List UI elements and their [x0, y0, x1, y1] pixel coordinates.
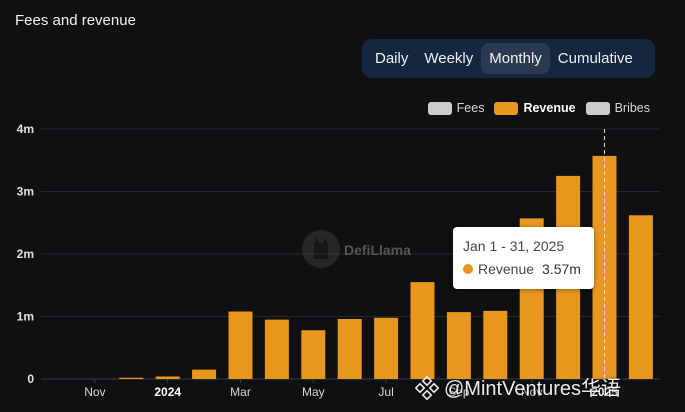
bar[interactable] — [592, 155, 617, 379]
bar[interactable] — [483, 310, 508, 379]
x-tick-label: Nov — [84, 385, 105, 399]
y-tick-label: 4m — [17, 122, 34, 136]
bar[interactable] — [337, 319, 362, 379]
y-tick-label: 3m — [17, 185, 34, 199]
bar[interactable] — [374, 317, 399, 379]
defillama-logo-icon — [302, 230, 340, 268]
tooltip: Jan 1 - 31, 2025 Revenue 3.57m — [453, 227, 594, 289]
bar[interactable] — [446, 312, 471, 379]
binance-diamond-icon — [415, 376, 439, 400]
x-tick-label: Nov — [521, 385, 542, 399]
x-tick-label: Jul — [378, 385, 393, 399]
tooltip-title: Jan 1 - 31, 2025 — [463, 238, 565, 254]
watermark-text: DefiLlama — [344, 242, 411, 258]
tab-monthly[interactable]: Monthly — [481, 43, 550, 74]
chart-title: Fees and revenue — [15, 12, 136, 29]
x-tick-label: 2024 — [154, 385, 181, 399]
period-tabs: Daily Weekly Monthly Cumulative — [362, 39, 655, 78]
legend-item-bribes[interactable]: Bribes — [585, 101, 650, 115]
bar[interactable] — [264, 319, 289, 379]
bar[interactable] — [228, 311, 253, 380]
legend-swatch-fees — [427, 101, 452, 115]
x-tick-label: 2025 — [591, 385, 618, 399]
bar[interactable] — [410, 282, 435, 379]
bar[interactable] — [155, 376, 180, 380]
legend-label-fees: Fees — [456, 101, 485, 115]
tab-daily[interactable]: Daily — [375, 50, 409, 67]
x-axis: Nov 2024 Mar May Jul Sep Nov 2025 — [84, 379, 618, 399]
tab-cumulative[interactable]: Cumulative — [557, 50, 633, 67]
bar[interactable] — [301, 330, 326, 379]
legend-item-revenue[interactable]: Revenue — [494, 101, 576, 115]
bar[interactable] — [628, 215, 653, 379]
tab-weekly[interactable]: Weekly — [424, 50, 474, 67]
bars — [119, 155, 653, 380]
bar[interactable] — [119, 377, 144, 379]
brand-text: @MintVentures华语 — [444, 378, 622, 400]
y-tick-label: 2m — [17, 247, 34, 261]
x-tick-label: Mar — [230, 385, 251, 399]
legend-swatch-bribes — [585, 101, 610, 115]
brand-watermark: @MintVentures华语 — [416, 372, 621, 401]
y-tick-label: 1m — [17, 310, 34, 324]
x-tick-label: Sep — [448, 385, 470, 399]
tooltip-value: 3.57m — [542, 261, 581, 277]
tooltip-series-dot — [463, 264, 473, 274]
legend: Fees Revenue Bribes — [427, 101, 650, 115]
legend-swatch-revenue — [494, 101, 519, 115]
legend-label-bribes: Bribes — [614, 101, 650, 115]
y-tick-label: 0 — [27, 372, 34, 386]
x-tick-label: May — [302, 385, 325, 399]
legend-item-fees[interactable]: Fees — [427, 101, 485, 115]
bar[interactable] — [192, 369, 217, 379]
legend-label-revenue: Revenue — [523, 101, 576, 115]
y-axis: 0 1m 2m 3m 4m — [17, 122, 35, 386]
tooltip-row: Revenue 3.57m — [463, 261, 584, 277]
tooltip-series-name: Revenue — [478, 261, 535, 277]
